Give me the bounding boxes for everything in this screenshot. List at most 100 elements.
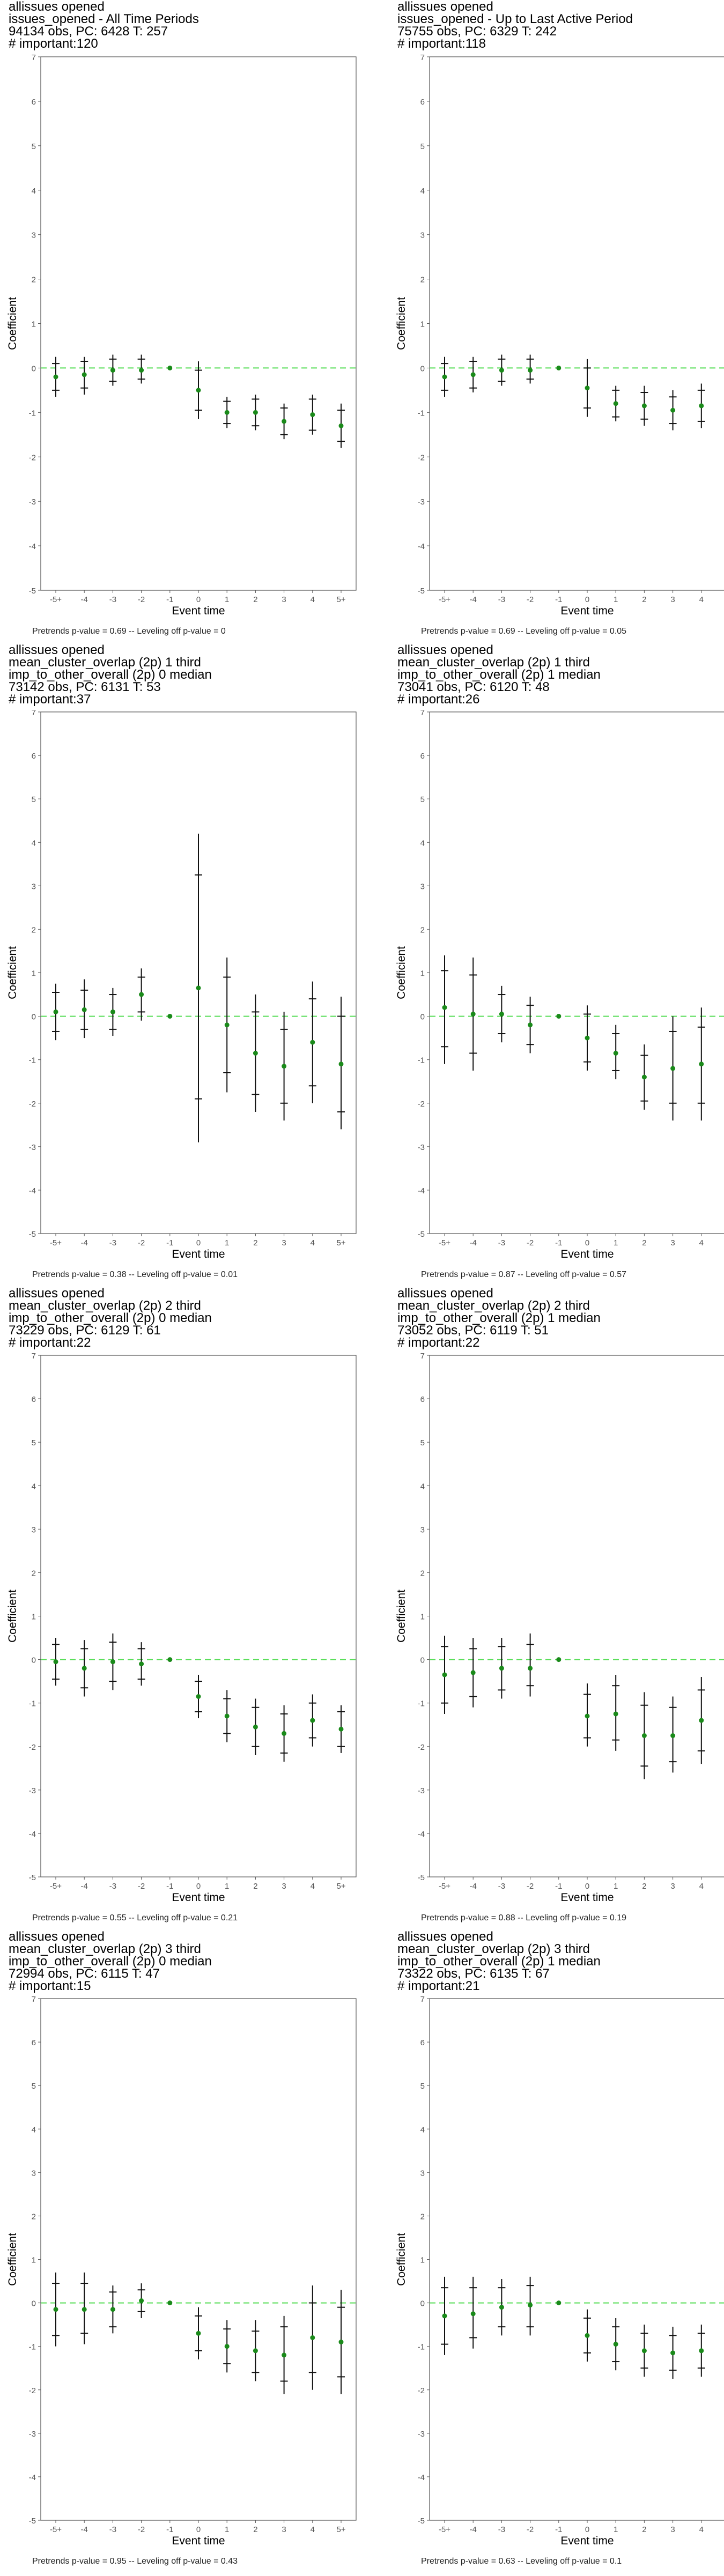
point-estimate (528, 1022, 533, 1028)
x-tick-label: -4 (470, 1238, 477, 1248)
y-tick-label: 0 (420, 2299, 425, 2308)
point-estimate (470, 372, 476, 377)
point-estimate (556, 1657, 562, 1662)
coefficient-point (612, 2318, 620, 2371)
y-tick-label: -1 (29, 1699, 36, 1709)
y-tick-label: 7 (32, 1352, 36, 1361)
point-estimate (224, 1022, 230, 1028)
y-tick-label: 2 (32, 276, 36, 285)
point-estimate (670, 1066, 676, 1071)
x-tick-label: -2 (138, 595, 145, 604)
y-tick-label: 0 (32, 1656, 36, 1665)
chart-title-line: # important:22 (9, 1335, 91, 1350)
y-tick-label: 5 (32, 142, 36, 151)
plot-frame (40, 1998, 357, 2521)
coefficient-point (337, 403, 345, 448)
x-tick-label: -5+ (439, 595, 450, 604)
x-tick-label: 2 (642, 595, 646, 604)
y-tick-label: 0 (32, 1013, 36, 1022)
y-tick-label: -3 (29, 498, 36, 507)
y-tick-label: -5 (29, 2516, 36, 2526)
point-estimate (442, 374, 447, 380)
x-tick-label: 3 (282, 1882, 286, 1891)
y-tick-label: -2 (418, 1743, 425, 1752)
point-estimate (282, 419, 287, 424)
coefficient-point (80, 1640, 88, 1697)
coefficient-point (308, 2285, 316, 2390)
y-tick-label: 2 (32, 1569, 36, 1578)
chart-title-line: # important:15 (9, 1979, 91, 1993)
point-estimate (82, 2307, 87, 2312)
coefficient-point (469, 957, 477, 1071)
point-estimate (442, 1672, 447, 1677)
x-tick-label: 0 (196, 595, 201, 604)
coefficient-point (441, 357, 448, 397)
x-axis-label: Event time (560, 605, 614, 617)
x-axis-label: Event time (172, 605, 225, 617)
y-tick-label: -1 (29, 2343, 36, 2352)
y-axis-label: Coefficient (395, 2233, 408, 2286)
x-tick-label: 1 (225, 595, 229, 604)
coefficient-point (669, 390, 677, 430)
coefficient-point (223, 397, 231, 428)
x-tick-label: 4 (311, 1238, 315, 1248)
chart-title-line: # important:26 (397, 692, 479, 707)
y-tick-label: 7 (32, 53, 36, 62)
chart-title-line: issues_opened - Up to Last Active Period (397, 12, 633, 26)
y-tick-label: 7 (420, 1995, 425, 2004)
y-tick-label: 7 (420, 708, 425, 717)
x-tick-label: 2 (253, 1238, 257, 1248)
y-tick-label: 4 (32, 2125, 36, 2134)
y-tick-label: -2 (29, 1100, 36, 1109)
coefficient-point (669, 2327, 677, 2379)
point-estimate (470, 2311, 476, 2317)
y-tick-label: 0 (420, 1013, 425, 1022)
chart-title-line: allissues opened (9, 1287, 105, 1301)
y-tick-label: 1 (420, 969, 425, 978)
coefficient-point (223, 2320, 231, 2373)
y-tick-label: 5 (420, 795, 425, 804)
y-tick-label: -3 (29, 2430, 36, 2439)
chart-title-line: imp_to_other_overall (2p) 0 median (9, 1311, 212, 1325)
point-estimate (224, 1713, 230, 1719)
x-tick-label: -4 (470, 2525, 477, 2534)
y-tick-label: -5 (418, 1230, 425, 1239)
chart-title-line: mean_cluster_overlap (2p) 1 third (9, 655, 201, 670)
y-tick-label: 1 (420, 1613, 425, 1622)
coefficient-point (697, 2325, 705, 2377)
plot-frame (40, 56, 357, 591)
x-tick-label: -2 (138, 2525, 145, 2534)
point-estimate (53, 1009, 58, 1014)
coefficient-point (80, 2272, 88, 2344)
x-tick-label: -4 (81, 1238, 88, 1248)
y-tick-label: 2 (32, 925, 36, 934)
y-tick-label: -2 (29, 2386, 36, 2395)
y-tick-label: 5 (420, 2082, 425, 2091)
y-tick-label: -4 (418, 2473, 425, 2482)
x-tick-label: 3 (670, 2525, 675, 2534)
coefficient-point (498, 985, 506, 1043)
x-tick-label: 3 (670, 595, 675, 604)
point-estimate (613, 1711, 618, 1717)
y-tick-label: 4 (420, 1482, 425, 1491)
x-tick-label: 0 (196, 2525, 201, 2534)
y-tick-label: -5 (418, 1873, 425, 1882)
point-estimate (699, 403, 704, 409)
chart-footer-pvalues: Pretrends p-value = 0.38 -- Leveling off… (32, 1270, 238, 1279)
x-tick-label: 0 (585, 595, 589, 604)
y-tick-label: 7 (32, 708, 36, 717)
x-tick-label: -2 (527, 2525, 534, 2534)
x-tick-label: -1 (166, 595, 173, 604)
point-estimate (641, 2348, 647, 2354)
chart-title-line: 73142 obs, PC: 6131 T: 53 (9, 680, 161, 694)
coefficient-point (697, 1007, 705, 1121)
x-tick-label: -2 (527, 1882, 534, 1891)
point-estimate (613, 2342, 618, 2347)
coefficient-point (337, 1705, 345, 1753)
y-tick-label: 1 (32, 320, 36, 329)
point-estimate (310, 2335, 315, 2340)
point-estimate (470, 1012, 476, 1017)
y-tick-label: -3 (418, 2430, 425, 2439)
